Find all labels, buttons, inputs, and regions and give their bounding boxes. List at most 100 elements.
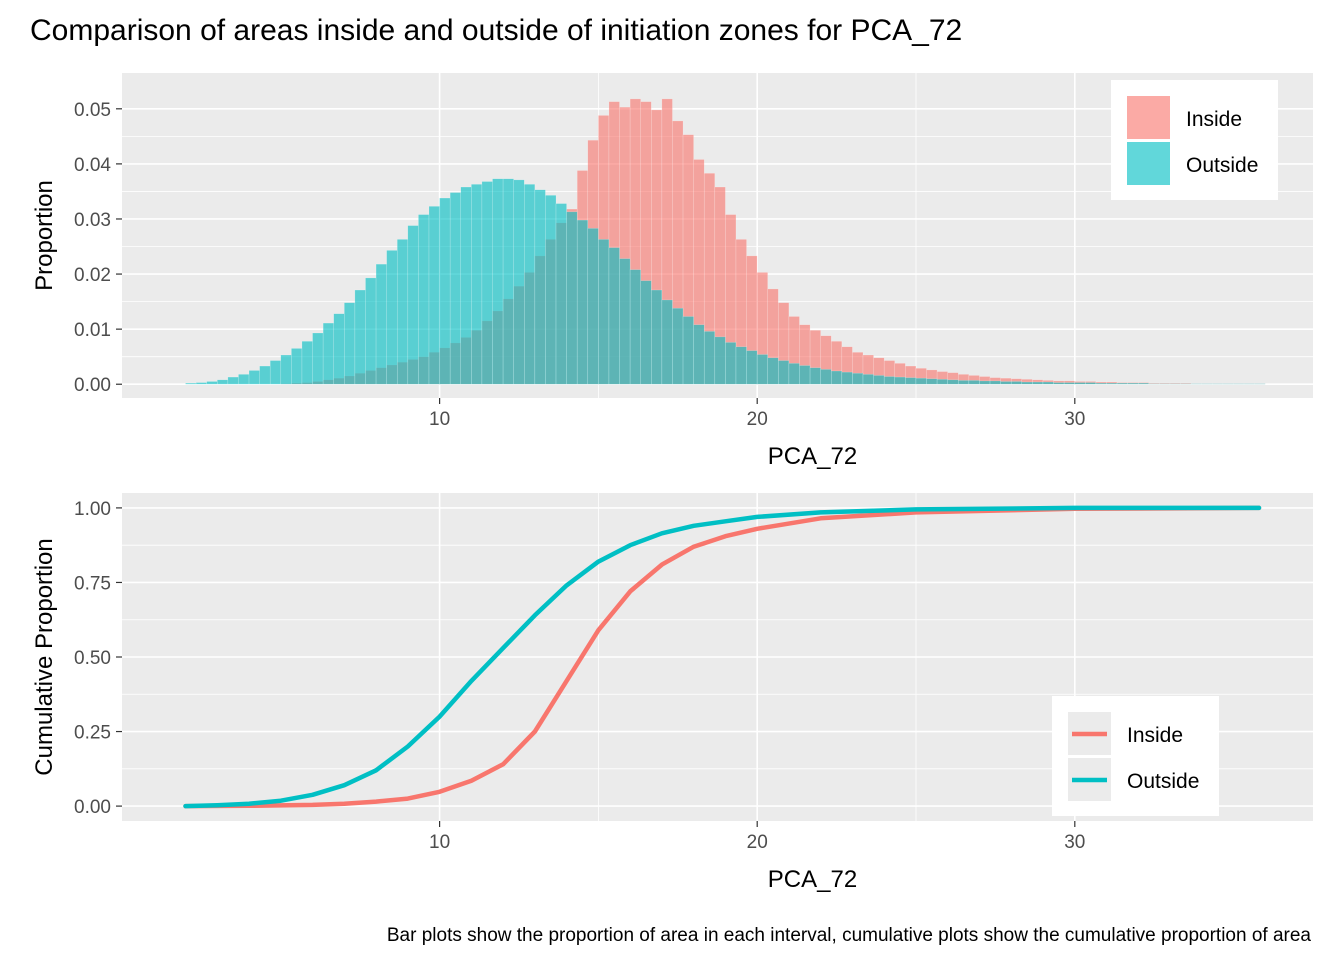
- bar-outside: [566, 211, 578, 385]
- bar-outside: [428, 206, 440, 385]
- bar-outside: [1127, 382, 1139, 385]
- bar-outside: [640, 280, 652, 385]
- bar-outside: [248, 370, 260, 385]
- bar-outside: [1042, 381, 1054, 385]
- bar-outside: [418, 214, 430, 385]
- bar-outside: [291, 348, 303, 385]
- bar-outside: [778, 360, 790, 385]
- bar-outside: [333, 313, 345, 385]
- bar-outside: [1254, 383, 1266, 385]
- bar-outside: [439, 197, 451, 385]
- bar-outside: [301, 341, 313, 385]
- bar-outside: [449, 192, 461, 385]
- bar-outside: [629, 269, 641, 385]
- y-tick-label: 0.04: [74, 155, 111, 176]
- histogram-panel: 10 20 30 0.00 0.01 0.02 0.03 0.04 0.05 PCA_72 Prop…: [31, 73, 1313, 470]
- y-axis-title: Proportion: [31, 180, 58, 291]
- bar-outside: [1212, 383, 1224, 385]
- bar-outside: [513, 179, 525, 385]
- bar-outside: [756, 354, 768, 385]
- bar-outside: [407, 225, 419, 385]
- bar-outside: [1074, 382, 1086, 385]
- bar-outside: [852, 372, 864, 385]
- y-tick-label: 0.25: [74, 723, 111, 744]
- bar-outside: [1180, 383, 1192, 385]
- x-tick-label: 20: [747, 832, 768, 853]
- bar-outside: [206, 381, 218, 385]
- legend-label-inside: Inside: [1127, 724, 1183, 747]
- bar-outside: [1000, 381, 1012, 385]
- bar-outside: [587, 228, 599, 385]
- bar-outside: [682, 316, 694, 385]
- legend-label-inside: Inside: [1186, 108, 1242, 131]
- x-tick-label: 30: [1064, 832, 1085, 853]
- bar-outside: [312, 332, 324, 385]
- bar-outside: [375, 263, 387, 385]
- line-outside: [183, 505, 1262, 809]
- bar-outside: [365, 277, 377, 385]
- bar-outside: [1159, 383, 1171, 385]
- y-tick-label: 1.00: [74, 499, 111, 520]
- bar-outside: [1032, 381, 1044, 385]
- x-tick-label: 20: [747, 409, 768, 430]
- bar-outside: [1190, 383, 1202, 385]
- y-tick-label: 0.75: [74, 573, 111, 594]
- bar-outside: [862, 374, 874, 385]
- x-axis-title: PCA_72: [768, 443, 857, 470]
- legend-label-outside: Outside: [1186, 154, 1258, 177]
- bar-outside: [1010, 381, 1023, 385]
- bar-outside: [1106, 382, 1118, 385]
- bar-outside: [651, 289, 663, 385]
- bar-outside: [344, 302, 356, 385]
- bar-outside: [1233, 383, 1245, 385]
- bar-outside: [502, 178, 514, 385]
- bar-outside: [1222, 383, 1234, 385]
- bar-outside: [396, 239, 409, 385]
- bar-outside: [788, 363, 800, 385]
- bar-outside: [555, 203, 567, 385]
- bar-outside: [989, 380, 1001, 385]
- line-inside: [183, 505, 1262, 809]
- bar-outside: [492, 178, 504, 385]
- bar-outside: [767, 357, 779, 385]
- bar-outside: [195, 382, 207, 385]
- bar-outside: [269, 360, 282, 385]
- bar-outside: [735, 346, 747, 385]
- bar-outside: [820, 369, 832, 385]
- bar-outside: [693, 324, 705, 385]
- chart-title: Comparison of areas inside and outside o…: [30, 14, 962, 47]
- bar-outside: [746, 350, 758, 385]
- bar-outside: [259, 365, 271, 385]
- x-tick-label: 10: [429, 832, 450, 853]
- bar-outside: [841, 371, 853, 385]
- bar-outside: [661, 299, 673, 385]
- bar-outside: [322, 322, 334, 385]
- bar-outside: [1053, 382, 1065, 385]
- bar-outside: [873, 375, 885, 385]
- bar-outside: [725, 342, 737, 385]
- bar-outside: [1063, 382, 1075, 385]
- x-tick-label: 10: [429, 409, 450, 430]
- bar-outside: [894, 376, 906, 385]
- bar-outside: [524, 184, 536, 385]
- y-tick-label: 0.01: [74, 320, 111, 341]
- bar-outside: [947, 379, 959, 385]
- chart-caption: Bar plots show the proportion of area in…: [387, 925, 1312, 946]
- bar-outside: [830, 370, 843, 385]
- bar-outside: [576, 219, 589, 385]
- y-tick-label: 0.00: [74, 797, 111, 818]
- y-tick-label: 0.05: [74, 100, 111, 121]
- bar-outside: [280, 354, 292, 385]
- bar-outside: [1116, 382, 1128, 385]
- bar-outside: [608, 247, 620, 385]
- bar-outside: [217, 379, 229, 385]
- cumulative-panel: 10 20 30 0.00 0.25 0.50 0.75 1.00 PCA_72 Cumulati…: [31, 493, 1313, 893]
- bar-outside: [1137, 382, 1150, 385]
- bar-outside: [1095, 382, 1107, 385]
- y-tick-label: 0.02: [74, 265, 111, 286]
- bar-outside: [598, 239, 610, 385]
- bar-outside: [545, 195, 557, 385]
- bar-outside: [227, 376, 239, 385]
- x-tick-label: 30: [1064, 409, 1085, 430]
- bar-outside: [185, 382, 197, 385]
